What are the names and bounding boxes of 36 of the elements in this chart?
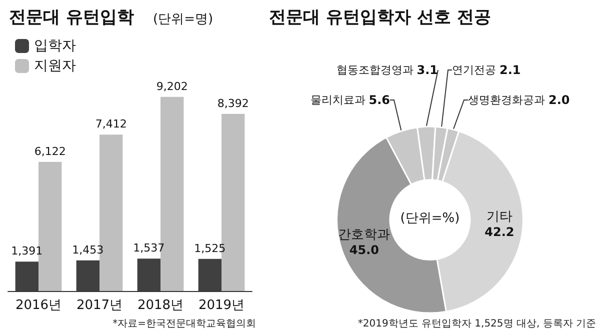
text: *2019학년도 유턴입학자 1,525명 대상, 등록자 기준 [358, 318, 596, 330]
legend-label: 지원자 [34, 58, 76, 74]
data-label: 3.1 [416, 63, 438, 77]
slice-label: 물리치료과 [310, 94, 369, 106]
data-label: 9,202 [156, 80, 188, 93]
chart-subtitle: (단위=명) [153, 12, 214, 27]
text: (단위=%) [400, 211, 460, 226]
data-label: 45.0 [349, 242, 379, 257]
x-tick-label: 2017년 [76, 298, 123, 313]
x-tick-label: 2018년 [137, 298, 184, 313]
slice-label: 연기전공 [452, 64, 500, 76]
data-label: 7,412 [95, 118, 127, 131]
data-label: 42.2 [484, 225, 514, 240]
data-label: 1,537 [133, 242, 165, 255]
slice-label: 생명환경화공과 [468, 94, 548, 106]
data-label: 5.6 [368, 93, 390, 107]
data-label: 1,453 [72, 243, 104, 256]
data-label: 2.0 [548, 93, 570, 107]
chart-title: 전문대 유턴입학자 선호 전공 [269, 8, 491, 28]
data-label: 1,525 [194, 242, 226, 255]
slice-label: 기타 [486, 210, 512, 225]
bar [137, 258, 160, 291]
x-tick-label: 2019년 [198, 298, 245, 313]
x-tick-label: 2016년 [15, 298, 62, 313]
data-label: 1,391 [11, 244, 43, 258]
slice-label: 간호학과 [338, 227, 390, 242]
data-label: 6,122 [34, 144, 66, 158]
slice-label: 협동조합경영과 [336, 64, 417, 76]
legend-label: 입학자 [34, 38, 76, 54]
text: *자료=한국전문대학교육협의회 [112, 318, 256, 330]
bar [198, 258, 222, 291]
chart-title: 전문대 유턴입학 [9, 8, 134, 28]
data-label: 2.1 [499, 63, 521, 77]
bar [76, 260, 100, 291]
data-label: 8,392 [217, 96, 249, 110]
bar [15, 262, 38, 291]
